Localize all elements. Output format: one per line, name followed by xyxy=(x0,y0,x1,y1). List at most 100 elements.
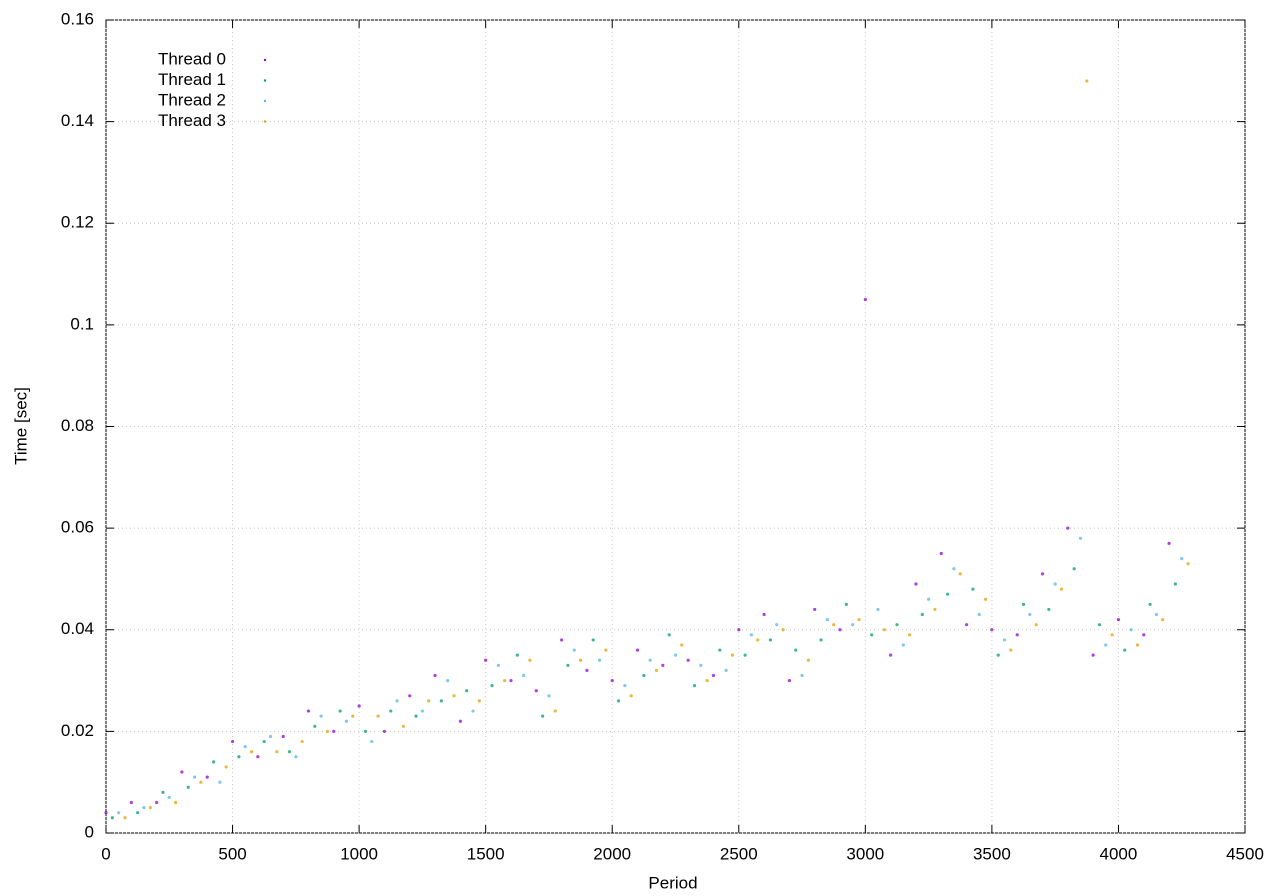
data-point xyxy=(711,673,716,678)
data-point xyxy=(699,663,703,667)
data-point xyxy=(920,612,924,617)
data-point xyxy=(1034,623,1038,627)
data-point xyxy=(1015,633,1019,637)
data-point xyxy=(870,633,874,637)
data-point xyxy=(433,673,437,678)
data-point xyxy=(211,760,216,764)
data-point xyxy=(1097,623,1102,627)
data-point xyxy=(1104,643,1108,647)
x-tick-label: 500 xyxy=(218,844,246,863)
data-point xyxy=(838,628,842,632)
data-point xyxy=(914,582,918,586)
data-point xyxy=(1173,582,1177,586)
x-tick-label: 4500 xyxy=(1226,844,1264,863)
x-tick-label: 1500 xyxy=(467,844,505,863)
data-point xyxy=(635,648,640,652)
data-point xyxy=(945,592,950,596)
data-point xyxy=(1059,587,1064,591)
data-point xyxy=(667,633,671,637)
data-point xyxy=(737,628,741,632)
data-point xyxy=(1040,572,1045,576)
data-point xyxy=(528,658,532,662)
data-point xyxy=(673,653,678,657)
data-point xyxy=(205,775,209,779)
data-point xyxy=(256,755,260,759)
data-point xyxy=(553,709,557,713)
data-point xyxy=(155,800,159,805)
data-point xyxy=(800,673,804,678)
data-point xyxy=(262,739,266,744)
y-tick-label: 0.12 xyxy=(61,213,94,232)
data-point xyxy=(104,811,108,815)
data-point xyxy=(357,704,361,708)
data-point xyxy=(174,800,178,805)
data-point xyxy=(1129,628,1133,632)
data-point xyxy=(1053,582,1057,586)
data-point xyxy=(275,750,279,754)
data-point xyxy=(964,623,969,627)
data-point xyxy=(294,755,298,759)
data-point xyxy=(382,729,387,733)
data-point xyxy=(287,750,292,754)
y-tick-label: 0.04 xyxy=(61,619,94,638)
legend-label: Thread 3 xyxy=(158,111,226,130)
data-point xyxy=(933,607,937,612)
data-point xyxy=(1161,617,1165,622)
data-point xyxy=(895,623,899,627)
data-point xyxy=(427,699,431,703)
data-point xyxy=(661,663,665,667)
data-point xyxy=(268,734,273,739)
data-point xyxy=(616,699,621,703)
x-axis-label: Period xyxy=(648,873,697,892)
data-point xyxy=(218,780,222,784)
data-point xyxy=(1116,617,1121,622)
data-point xyxy=(389,709,393,713)
data-point xyxy=(186,785,190,789)
data-point xyxy=(534,689,538,693)
data-point xyxy=(958,572,962,576)
x-tick-label: 2000 xyxy=(593,844,631,863)
data-point xyxy=(1110,633,1114,637)
data-point xyxy=(952,567,956,571)
data-point xyxy=(1186,562,1190,566)
data-point xyxy=(787,678,792,683)
y-tick-label: 0.02 xyxy=(61,721,94,740)
x-tick-label: 3000 xyxy=(846,844,884,863)
y-tick-label: 0.06 xyxy=(61,518,94,537)
data-point xyxy=(395,699,399,703)
legend-marker xyxy=(263,79,267,82)
data-point xyxy=(863,297,867,302)
data-point xyxy=(578,658,583,662)
data-point xyxy=(547,694,551,698)
data-point xyxy=(351,714,355,718)
data-point xyxy=(844,602,848,606)
data-point xyxy=(692,684,697,688)
data-point xyxy=(983,597,988,601)
data-point xyxy=(1135,643,1140,647)
data-point xyxy=(806,658,810,662)
data-point xyxy=(110,816,114,820)
x-tick-label: 3500 xyxy=(973,844,1011,863)
data-point xyxy=(775,623,779,627)
data-point xyxy=(648,658,652,662)
data-point xyxy=(756,638,760,642)
data-point xyxy=(1047,607,1051,612)
data-point xyxy=(452,694,456,698)
data-point xyxy=(743,653,747,657)
data-point xyxy=(332,729,336,733)
data-point xyxy=(762,612,766,617)
data-point xyxy=(1021,602,1026,606)
data-point xyxy=(237,755,241,759)
data-point xyxy=(604,648,608,652)
data-point xyxy=(642,673,646,678)
data-point xyxy=(939,551,943,556)
data-point xyxy=(819,638,823,642)
data-point xyxy=(591,638,595,642)
data-point xyxy=(1091,653,1095,657)
data-point xyxy=(338,709,342,713)
data-point xyxy=(300,739,304,744)
data-point xyxy=(1066,526,1070,530)
data-point xyxy=(832,623,836,627)
data-point xyxy=(344,719,349,723)
data-point xyxy=(1072,567,1076,571)
